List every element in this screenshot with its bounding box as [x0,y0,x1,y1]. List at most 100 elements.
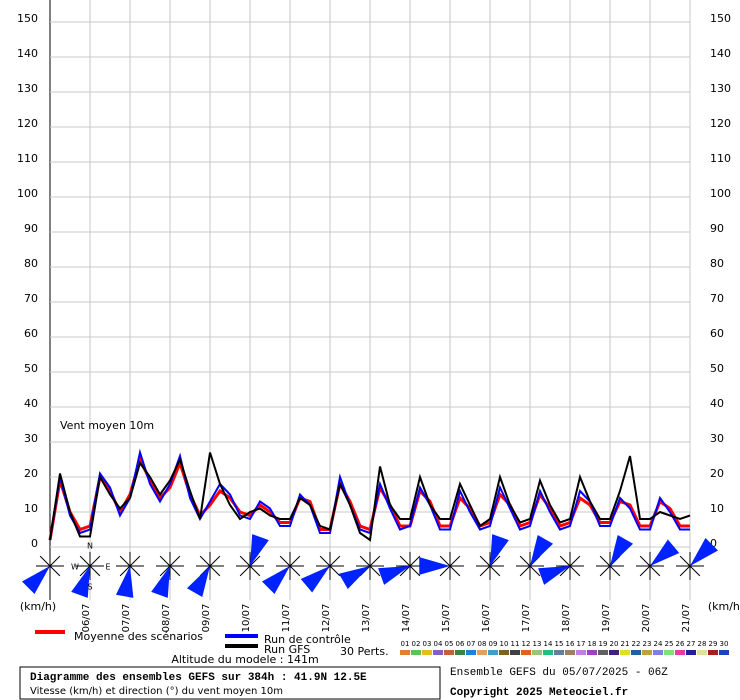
perturbation-label: 13 [533,640,542,648]
wind-rose [151,552,184,598]
y2-tick-label: 30 [710,432,724,445]
y2-tick-label: 70 [710,292,724,305]
wind-rose [516,534,554,580]
rose-spoke [479,565,491,577]
wind-direction [530,534,554,566]
rose-spoke [289,555,301,567]
wind-direction [338,566,370,590]
perturbation-label: 11 [511,640,520,648]
perturbation-swatch [510,650,520,655]
rose-spoke [689,565,701,577]
perturbation-label: 21 [621,640,630,648]
rose-spoke [479,555,491,567]
y-tick-label: 80 [24,257,38,270]
rose-spoke [249,565,261,577]
rose-spoke [49,555,61,567]
perturbation-label: 22 [632,640,641,648]
perturbation-label: 29 [709,640,718,648]
y2-tick-label: 120 [710,117,731,130]
rose-spoke [439,565,451,577]
y-tick-label: 50 [24,362,38,375]
wind-direction [690,538,718,566]
wind-direction [490,534,509,566]
y2-tick-label: 140 [710,47,731,60]
perturbation-swatch [653,650,663,655]
rose-spoke [489,555,501,567]
perturbation-swatch [499,650,509,655]
x-tick-label: 21/07 [681,604,692,633]
rose-spoke [639,555,651,567]
wind-rose [476,534,509,580]
compass-label: E [105,563,110,572]
perturbation-swatch [400,650,410,655]
rose-spoke [159,555,171,567]
rose-spoke [529,565,541,577]
perturbation-swatch [620,650,630,655]
perturbation-swatch [466,650,476,655]
rose-spoke [519,565,531,577]
perturbation-label: 01 [401,640,410,648]
perturbation-label: 05 [445,640,454,648]
wind-rose [596,534,634,580]
y2-tick-label: 40 [710,397,724,410]
y2-tick-label: 60 [710,327,724,340]
rose-spoke [639,565,651,577]
perturbation-swatch [719,650,729,655]
rose-spoke [409,565,421,577]
x-tick-label: 12/07 [321,604,332,633]
perturbation-swatch [477,650,487,655]
x-tick-label: 14/07 [401,604,412,633]
perturbation-label: 09 [489,640,498,648]
y-tick-label: 130 [17,82,38,95]
rose-spoke [169,555,181,567]
compass-label: S [87,583,92,592]
perturbation-label: 06 [456,640,465,648]
y-tick-label: 100 [17,187,38,200]
y2-tick-label: 110 [710,152,731,165]
rose-spoke [119,565,131,577]
rose-spoke [239,565,251,577]
wind-rose [538,552,584,585]
rose-spoke [129,555,141,567]
perturbation-swatch [422,650,432,655]
y-tick-label: 60 [24,327,38,340]
wind-direction [610,534,634,566]
y-tick-label: 10 [24,502,38,515]
perturbation-label: 20 [610,640,619,648]
compass-label: N [87,542,93,551]
y2-tick-label: 80 [710,257,724,270]
perturbation-label: 25 [665,640,674,648]
perturbation-label: 19 [599,640,608,648]
x-tick-label: 17/07 [521,604,532,633]
y-tick-label: 140 [17,47,38,60]
perturbation-swatch [565,650,575,655]
perturbation-label: 10 [500,640,509,648]
wind-direction [419,557,450,575]
x-tick-label: 19/07 [601,604,612,633]
run-info: Ensemble GEFS du 05/07/2025 - 06Z [450,667,668,679]
perturbation-label: 03 [423,640,432,648]
rose-spoke [569,555,581,567]
chart-subtitle: Vitesse (km/h) et direction (°) du vent … [30,686,283,697]
y-tick-label: 150 [17,12,38,25]
rose-spoke [319,555,331,567]
wind-rose [636,539,680,580]
wind-direction [186,566,210,598]
wind-rose [300,552,344,593]
y2-tick-label: 90 [710,222,724,235]
rose-spoke [599,555,611,567]
perturbation-label: 30 [720,640,729,648]
wind-direction [378,566,410,585]
rose-spoke [679,565,691,577]
perturbation-swatch [532,650,542,655]
compass-label: W [71,563,79,572]
perturbation-label: 26 [676,640,685,648]
rose-spoke [409,555,421,567]
wind-rose [115,552,144,598]
legend-label: Run de contrôle [264,633,351,646]
altitude: Altitude du modele : 141m [171,653,318,666]
perturbation-label: 24 [654,640,663,648]
x-tick-label: 11/07 [281,604,292,633]
perturbation-swatch [664,650,674,655]
